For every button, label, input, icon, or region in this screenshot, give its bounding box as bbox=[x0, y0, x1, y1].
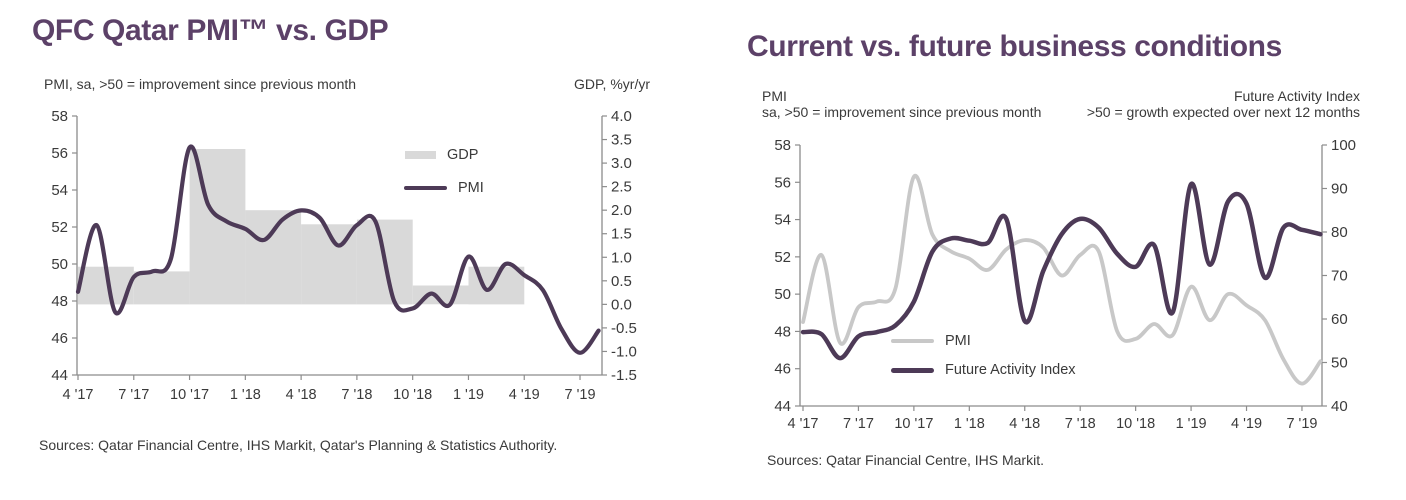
right-chart-left-axis-note-line1: PMI bbox=[762, 88, 787, 104]
svg-text:-0.5: -0.5 bbox=[611, 320, 637, 337]
svg-text:4 '17: 4 '17 bbox=[788, 416, 819, 432]
legend-item-future-activity: Future Activity Index bbox=[891, 362, 1076, 378]
svg-text:4 '19: 4 '19 bbox=[1231, 416, 1262, 432]
svg-text:58: 58 bbox=[774, 137, 791, 154]
gdp-legend-label: GDP bbox=[447, 147, 479, 163]
svg-text:10 '17: 10 '17 bbox=[894, 416, 933, 432]
svg-text:7 '19: 7 '19 bbox=[565, 387, 596, 403]
future-activity-line-swatch bbox=[891, 367, 934, 373]
svg-text:10 '18: 10 '18 bbox=[1116, 416, 1155, 432]
gdp-bar-swatch bbox=[405, 151, 436, 159]
right-chart-left-axis-note-line2: sa, >50 = improvement since previous mon… bbox=[762, 104, 1042, 120]
svg-text:10 '17: 10 '17 bbox=[170, 387, 209, 403]
left-chart-right-axis-note: GDP, %yr/yr bbox=[574, 76, 650, 92]
svg-text:100: 100 bbox=[1331, 137, 1356, 154]
svg-text:90: 90 bbox=[1331, 181, 1348, 198]
future-activity-legend-label: Future Activity Index bbox=[945, 362, 1076, 378]
chart-2-plot: 58 56 54 52 50 48 46 44 100 90 80 70 60 50 40 4 '17 7 '1… bbox=[774, 137, 1356, 432]
svg-text:7 '17: 7 '17 bbox=[118, 387, 149, 403]
right-chart-right-axis-note-line1: Future Activity Index bbox=[1233, 88, 1360, 104]
svg-text:2.0: 2.0 bbox=[611, 202, 632, 219]
pmi-gray-line-swatch bbox=[891, 339, 934, 343]
right-chart-sources: Sources: Qatar Financial Centre, IHS Mar… bbox=[767, 452, 1044, 468]
svg-text:4 '18: 4 '18 bbox=[1009, 416, 1040, 432]
svg-text:48: 48 bbox=[51, 293, 68, 310]
svg-text:70: 70 bbox=[1331, 268, 1348, 285]
svg-text:56: 56 bbox=[51, 145, 68, 162]
legend-item-pmi: PMI bbox=[404, 180, 484, 196]
pmi-line-swatch bbox=[404, 185, 447, 191]
svg-text:4 '18: 4 '18 bbox=[286, 387, 317, 403]
svg-text:44: 44 bbox=[51, 367, 68, 384]
svg-text:2.5: 2.5 bbox=[611, 179, 632, 196]
svg-text:1 '18: 1 '18 bbox=[954, 416, 985, 432]
svg-text:50: 50 bbox=[1331, 355, 1348, 372]
svg-text:10 '18: 10 '18 bbox=[393, 387, 432, 403]
svg-text:3.5: 3.5 bbox=[611, 132, 632, 149]
svg-text:56: 56 bbox=[774, 174, 791, 191]
pmi-right-legend-label: PMI bbox=[945, 333, 971, 349]
svg-text:-1.5: -1.5 bbox=[611, 367, 637, 384]
svg-text:80: 80 bbox=[1331, 224, 1348, 241]
right-chart-title: Current vs. future business conditions bbox=[747, 30, 1282, 63]
svg-text:1.5: 1.5 bbox=[611, 226, 632, 243]
svg-text:40: 40 bbox=[1331, 398, 1348, 415]
svg-text:44: 44 bbox=[774, 398, 791, 415]
svg-text:7 '17: 7 '17 bbox=[843, 416, 874, 432]
svg-text:1 '19: 1 '19 bbox=[1176, 416, 1207, 432]
svg-text:60: 60 bbox=[1331, 311, 1348, 328]
svg-text:0.5: 0.5 bbox=[611, 273, 632, 290]
svg-text:1 '19: 1 '19 bbox=[453, 387, 484, 403]
svg-text:54: 54 bbox=[51, 182, 68, 199]
svg-text:3.0: 3.0 bbox=[611, 155, 632, 172]
svg-text:54: 54 bbox=[774, 212, 791, 229]
legend-item-pmi-right: PMI bbox=[891, 333, 971, 349]
svg-text:46: 46 bbox=[51, 330, 68, 347]
svg-text:52: 52 bbox=[774, 249, 791, 266]
svg-text:7 '18: 7 '18 bbox=[1065, 416, 1096, 432]
svg-text:48: 48 bbox=[774, 323, 791, 340]
svg-text:1.0: 1.0 bbox=[611, 249, 632, 266]
legend-item-gdp: GDP bbox=[405, 147, 478, 163]
right-chart-right-axis-note-line2: >50 = growth expected over next 12 month… bbox=[1086, 104, 1360, 120]
svg-text:50: 50 bbox=[51, 256, 68, 273]
left-chart-sources: Sources: Qatar Financial Centre, IHS Mar… bbox=[39, 437, 558, 453]
svg-text:46: 46 bbox=[774, 361, 791, 378]
svg-text:4 '19: 4 '19 bbox=[509, 387, 540, 403]
svg-text:50: 50 bbox=[774, 286, 791, 303]
svg-text:58: 58 bbox=[51, 108, 68, 125]
svg-text:0.0: 0.0 bbox=[611, 296, 632, 313]
svg-text:-1.0: -1.0 bbox=[611, 343, 637, 360]
svg-text:52: 52 bbox=[51, 219, 68, 236]
svg-text:4 '17: 4 '17 bbox=[63, 387, 94, 403]
svg-text:1 '18: 1 '18 bbox=[230, 387, 261, 403]
chart-1-plot: 58 56 54 52 50 48 46 44 4.0 3.5 3.0 2.5 2.0 1.5 1.0 0.5… bbox=[51, 108, 637, 403]
pmi-legend-label: PMI bbox=[458, 180, 484, 196]
svg-text:4.0: 4.0 bbox=[611, 108, 632, 125]
left-chart-left-axis-note: PMI, sa, >50 = improvement since previou… bbox=[44, 76, 357, 92]
svg-text:7 '18: 7 '18 bbox=[341, 387, 372, 403]
svg-text:7 '19: 7 '19 bbox=[1286, 416, 1317, 432]
left-chart-title: QFC Qatar PMI™ vs. GDP bbox=[32, 14, 389, 47]
